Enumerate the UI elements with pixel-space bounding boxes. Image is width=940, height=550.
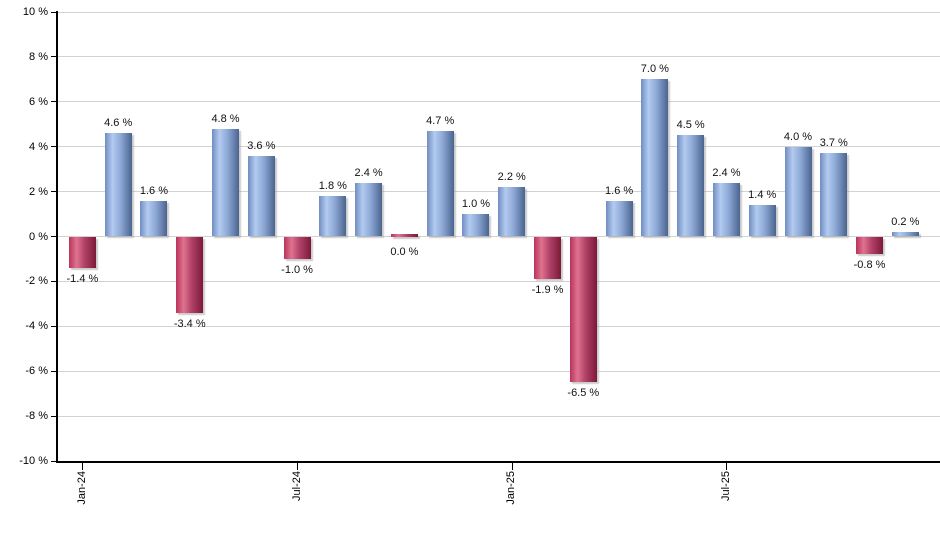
- y-axis-tick: [50, 460, 57, 462]
- x-axis-label-jan-25: Jan-25: [505, 471, 518, 505]
- gridline--2%: [57, 280, 940, 282]
- bar-value-label-aug-24: 1.8 %: [318, 180, 347, 193]
- bar-dec-25: [891, 232, 919, 237]
- y-axis-line: [55, 11, 58, 463]
- bar-sep-24: [355, 182, 383, 237]
- bar-apr-25: [605, 200, 633, 237]
- bar-may-24: [212, 128, 240, 237]
- y-axis-label: -4 %: [25, 320, 48, 333]
- y-axis-tick: [50, 146, 57, 148]
- y-axis-label: 10 %: [22, 6, 48, 18]
- y-axis-label: 2 %: [29, 185, 48, 198]
- gridline--8%: [57, 415, 940, 417]
- bar-nov-24: [426, 130, 454, 237]
- bar-aug-24: [319, 196, 347, 237]
- bar-value-label-dec-25: 0.2 %: [891, 216, 920, 228]
- bar-apr-24: [176, 236, 204, 313]
- gridline-10%: [57, 11, 940, 13]
- bar-jan-25: [498, 187, 526, 237]
- x-axis-tick-jul-25: [726, 463, 728, 470]
- y-axis-tick: [50, 236, 57, 237]
- bar-value-label-sep-24: 2.4 %: [354, 166, 383, 179]
- bar-value-label-jan-24: -1.4 %: [66, 272, 99, 285]
- y-axis-label: -6 %: [25, 365, 48, 378]
- gridline-6%: [57, 101, 940, 103]
- bar-value-label-sep-25: 4.0 %: [783, 130, 813, 143]
- bar-jan-24: [68, 236, 96, 268]
- bar-mar-25: [569, 236, 597, 383]
- y-axis-tick: [50, 370, 57, 372]
- bar-dec-24: [462, 214, 490, 237]
- x-axis-tick-jan-24: [82, 463, 84, 470]
- bar-jun-24: [247, 155, 275, 237]
- y-axis-label: 0 %: [29, 230, 48, 243]
- bar-value-label-apr-25: 1.6 %: [605, 184, 634, 197]
- bar-value-label-jun-24: 3.6 %: [247, 139, 276, 152]
- bar-value-label-mar-25: -6.5 %: [567, 387, 600, 400]
- bar-value-label-oct-24: 0.0 %: [390, 245, 419, 258]
- x-axis-line: [55, 461, 940, 463]
- bar-value-label-nov-24: 4.7 %: [426, 114, 455, 127]
- bar-feb-24: [104, 133, 132, 237]
- bar-value-label-jan-25: 2.2 %: [497, 171, 526, 184]
- bar-value-label-jul-24: -1.0 %: [281, 263, 313, 276]
- bar-oct-25: [820, 153, 848, 237]
- bar-feb-25: [534, 236, 562, 280]
- bar-value-label-jun-25: 4.5 %: [676, 119, 705, 132]
- bar-value-label-aug-25: 1.4 %: [748, 189, 777, 202]
- gridline--6%: [57, 370, 940, 372]
- bar-value-label-may-25: 7.0 %: [640, 63, 669, 76]
- bar-oct-24: [390, 233, 418, 237]
- bar-value-label-mar-24: 1.6 %: [139, 184, 169, 197]
- gridline-4%: [57, 146, 940, 148]
- bar-jun-25: [677, 135, 705, 237]
- gridline-8%: [57, 56, 940, 58]
- y-axis-tick: [50, 56, 57, 58]
- gridline-0%: [57, 236, 940, 237]
- bar-may-25: [641, 79, 669, 237]
- x-axis-label-jan-24: Jan-24: [75, 471, 88, 505]
- gridline--4%: [57, 325, 940, 327]
- bar-value-label-nov-25: -0.8 %: [853, 259, 886, 272]
- bar-value-label-jul-25: 2.4 %: [712, 166, 741, 179]
- bar-sep-25: [784, 146, 812, 237]
- bar-value-label-dec-24: 1.0 %: [461, 198, 491, 211]
- bar-value-label-may-24: 4.8 %: [211, 112, 240, 125]
- bar-aug-25: [748, 205, 776, 237]
- x-axis-label-jul-24: Jul-24: [290, 471, 303, 501]
- bar-value-label-feb-25: -1.9 %: [531, 284, 564, 297]
- bar-value-label-feb-24: 4.6 %: [104, 117, 133, 130]
- x-axis-label-jul-25: Jul-25: [719, 471, 732, 501]
- bar-nov-25: [856, 236, 884, 255]
- y-axis-tick: [50, 11, 57, 13]
- x-axis-tick-jan-25: [511, 463, 513, 470]
- y-axis-label: 4 %: [29, 140, 48, 153]
- bar-value-label-apr-24: -3.4 %: [173, 317, 206, 330]
- bar-jul-24: [283, 236, 311, 259]
- x-axis-tick-jul-24: [297, 463, 299, 470]
- y-axis-tick: [50, 415, 57, 417]
- y-axis-label: 8 %: [29, 50, 48, 63]
- y-axis-label: -2 %: [25, 275, 48, 288]
- y-axis-tick: [50, 101, 57, 103]
- y-axis-tick: [50, 191, 57, 193]
- bar-value-label-oct-25: 3.7 %: [819, 137, 848, 150]
- y-axis-tick: [50, 325, 57, 327]
- y-axis-tick: [50, 280, 57, 282]
- bar-jul-25: [712, 182, 740, 237]
- y-axis-label: -10 %: [19, 455, 48, 467]
- y-axis-label: -8 %: [25, 410, 48, 423]
- bar-mar-24: [140, 200, 168, 237]
- y-axis-label: 6 %: [29, 95, 48, 108]
